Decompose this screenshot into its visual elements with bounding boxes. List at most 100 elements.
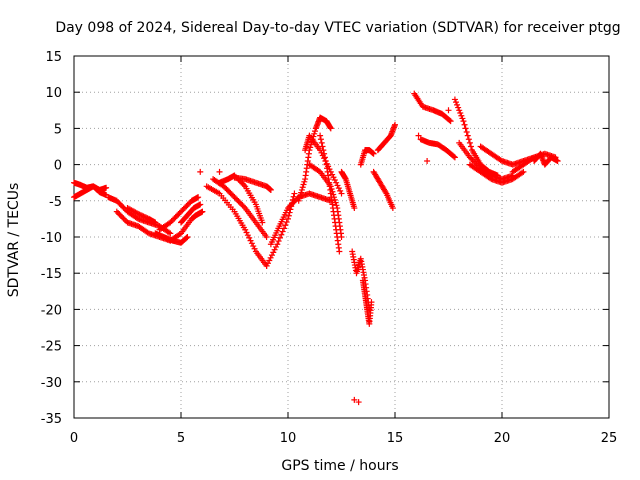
y-tick-label: -20 (41, 303, 62, 318)
series-track-ae (477, 143, 538, 168)
data-point (232, 195, 239, 202)
data-point (298, 186, 305, 193)
data-point (332, 199, 339, 206)
series-track-t (338, 168, 358, 212)
series-track-e (124, 205, 159, 226)
data-point (458, 112, 465, 119)
data-point (243, 229, 250, 236)
series-track-ag (531, 150, 561, 168)
data-point (141, 213, 148, 220)
series-track-j (203, 183, 270, 269)
data-point (351, 205, 358, 212)
data-point (264, 260, 271, 267)
data-point (230, 192, 237, 199)
data-point (119, 214, 126, 221)
data-point (459, 115, 466, 122)
data-point (135, 210, 142, 217)
data-point (267, 186, 274, 193)
y-axis-title: SDTVAR / TECUs (6, 183, 22, 298)
series-track-y (374, 121, 398, 154)
data-point (336, 248, 343, 255)
data-point (327, 125, 334, 132)
data-point (464, 132, 471, 139)
data-point (279, 228, 286, 235)
data-point (466, 139, 473, 146)
data-point (520, 168, 527, 175)
data-point (103, 184, 110, 191)
data-point (268, 252, 275, 259)
x-tick-label: 10 (280, 431, 297, 446)
series-track-m (231, 174, 274, 193)
data-point (461, 121, 468, 128)
data-point (286, 203, 293, 210)
data-point (246, 234, 253, 241)
data-point (167, 230, 174, 237)
data-point (456, 107, 463, 114)
data-point (173, 212, 180, 219)
data-point (251, 245, 258, 252)
data-point (334, 182, 341, 189)
data-point (276, 234, 283, 241)
data-point (451, 96, 458, 103)
series-track-aa (417, 136, 458, 161)
axis-ticks (73, 55, 610, 419)
data-point (176, 210, 183, 217)
data-point (454, 101, 461, 108)
data-point (271, 246, 278, 253)
data-point (240, 203, 247, 210)
data-point (183, 234, 190, 241)
data-point (382, 189, 389, 196)
data-point (274, 241, 281, 248)
data-point (272, 243, 279, 250)
data-point (144, 229, 151, 236)
y-tick-label: -25 (41, 340, 62, 355)
data-point (224, 187, 231, 194)
data-point (368, 299, 375, 306)
data-point (333, 179, 340, 186)
data-point (275, 238, 282, 245)
y-tick-label: 15 (45, 50, 62, 65)
data-point (278, 231, 285, 238)
data-point (136, 211, 143, 218)
data-point (321, 150, 328, 157)
data-point (351, 396, 358, 403)
data-point (330, 174, 337, 181)
data-point (228, 191, 235, 198)
data-point (318, 139, 325, 146)
data-point (451, 154, 458, 161)
data-point (472, 159, 479, 166)
data-point (554, 157, 561, 164)
data-point (152, 219, 159, 226)
data-point (113, 208, 120, 215)
y-tick-label: -35 (41, 412, 62, 427)
data-point (220, 183, 227, 190)
series-track-g (156, 194, 202, 233)
data-point (178, 208, 184, 215)
data-point (460, 118, 467, 125)
data-point (317, 136, 324, 143)
data-point (119, 203, 126, 210)
data-point (469, 157, 476, 164)
data-point (270, 249, 277, 256)
data-point (167, 219, 174, 226)
data-point (486, 175, 493, 182)
data-point (457, 110, 464, 117)
series-track-z (411, 90, 454, 125)
x-tick-label: 0 (70, 431, 78, 446)
data-point (199, 208, 206, 215)
series-track-n (263, 190, 298, 269)
data-point (287, 202, 294, 209)
data-point (113, 197, 120, 204)
chart-title: Day 098 of 2024, Sidereal Day-to-day VTE… (55, 20, 620, 36)
data-point (321, 154, 328, 161)
x-axis-title: GPS time / hours (281, 458, 398, 474)
data-point (231, 194, 238, 201)
series-track-b (71, 183, 110, 201)
data-point (285, 215, 291, 222)
data-point (337, 187, 344, 194)
y-tick-label: 10 (45, 86, 62, 101)
data-point (239, 202, 246, 209)
data-point (139, 212, 146, 219)
data-point (282, 222, 289, 229)
data-point (465, 136, 472, 143)
